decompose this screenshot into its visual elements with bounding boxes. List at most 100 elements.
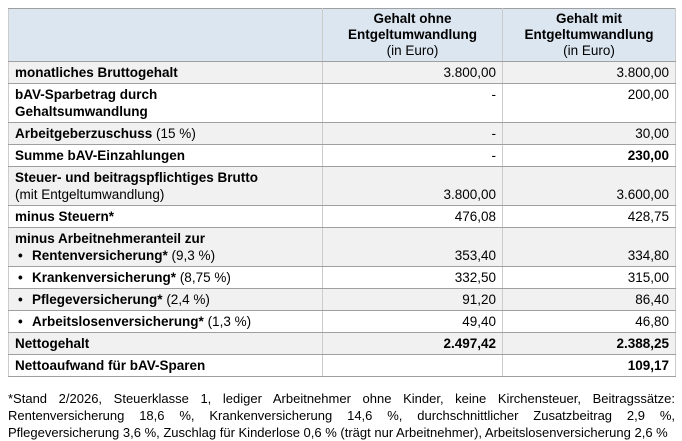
value-cell-with: 3.800,00 (502, 61, 676, 84)
label-bold-text: Arbeitgeberzuschuss (15, 126, 153, 141)
label-regular-text: (mit Entgeltumwandlung) (15, 187, 165, 202)
header-corner-cell (8, 8, 323, 62)
bullet-icon: • (18, 292, 23, 307)
label-regular-text: (2,4 %) (162, 292, 210, 307)
value-cell-without: - (322, 144, 503, 167)
label-line: monatliches Bruttogehalt (15, 64, 316, 81)
header-without-line2: Entgeltumwandlung (348, 27, 477, 42)
row-label-cell: • Arbeitslosenversicherung* (1,3 %) (8, 310, 323, 333)
table-row: Nettogehalt 2.497,42 2.388,25 (8, 332, 676, 355)
value-cell-with: 200,00 (502, 83, 676, 123)
table-row: monatliches Bruttogehalt 3.800,00 3.800,00 (8, 61, 676, 84)
value-cell-with: 315,00 (502, 266, 676, 289)
label-line: Steuer- und beitragspflichtiges Brutto (15, 169, 316, 186)
value-cell-with: 428,75 (502, 205, 676, 228)
label-regular-text: (15 %) (152, 126, 196, 141)
label-line: • Krankenversicherung* (8,75 %) (15, 269, 316, 286)
bullet-icon: • (18, 248, 23, 263)
header-col-with: Gehalt mit Entgeltumwandlung (in Euro) (502, 8, 676, 62)
header-without-line1: Gehalt ohne (373, 11, 452, 26)
label-bold-text: minus Steuern* (15, 209, 115, 224)
table-row: • Pflegeversicherung* (2,4 %) 91,20 86,40 (8, 288, 676, 311)
row-label-cell: Nettoaufwand für bAV-Sparen (8, 354, 323, 377)
label-bold-text: monatliches Bruttogehalt (15, 65, 178, 80)
label-line: minus Steuern* (15, 208, 316, 225)
label-line: • Rentenversicherung* (9,3 %) (15, 247, 316, 264)
label-bold-text: Steuer- und beitragspflichtiges Brutto (15, 170, 259, 185)
table-row: minus Arbeitnehmeranteil zur • Rentenversi… (8, 227, 676, 267)
label-bold-text: bAV-Sparbetrag durch (15, 87, 158, 102)
bullet-icon: • (18, 314, 23, 329)
header-row: Gehalt ohne Entgeltumwandlung (in Euro) … (8, 8, 676, 62)
table-body: monatliches Bruttogehalt 3.800,00 3.800,00… (8, 61, 676, 377)
table-row: bAV-Sparbetrag durch Gehaltsumwandlung -20… (8, 83, 676, 123)
table-header: Gehalt ohne Entgeltumwandlung (in Euro) … (8, 8, 676, 62)
footnote: *Stand 2/2026, Steuerklasse 1, lediger A… (8, 391, 675, 440)
label-line: bAV-Sparbetrag durch (15, 86, 316, 103)
value-cell-with: 2.388,25 (502, 332, 676, 355)
header-with-line2: Entgeltumwandlung (524, 27, 654, 42)
row-label-cell: • Krankenversicherung* (8,75 %) (8, 266, 323, 289)
label-bold-text: Summe bAV-Einzahlungen (15, 148, 186, 163)
label-line: Arbeitgeberzuschuss (15 %) (15, 125, 316, 142)
label-bold-text: Nettogehalt (15, 336, 90, 351)
value-cell-with: 46,80 (502, 310, 676, 333)
value-cell-without: 332,50 (322, 266, 503, 289)
label-bold-text: Rentenversicherung* (32, 248, 168, 263)
value-cell-without (322, 354, 503, 377)
table-row: Summe bAV-Einzahlungen -230,00 (8, 144, 676, 167)
value-cell-with: 3.600,00 (502, 166, 676, 206)
value-cell-without: 2.497,42 (322, 332, 503, 355)
salary-comparison-table: Gehalt ohne Entgeltumwandlung (in Euro) … (8, 8, 676, 377)
label-bold-text: Arbeitslosenversicherung* (32, 314, 204, 329)
label-bold-text: Krankenversicherung* (32, 270, 177, 285)
label-regular-text: (8,75 %) (176, 270, 231, 285)
table-row: • Arbeitslosenversicherung* (1,3 %) 49,40 4… (8, 310, 676, 333)
row-label-cell: minus Steuern* (8, 205, 323, 228)
label-line: Nettogehalt (15, 335, 316, 352)
header-with-line1: Gehalt mit (555, 11, 622, 26)
value-cell-without: 3.800,00 (322, 166, 503, 206)
label-bold-text: Nettoaufwand für bAV-Sparen (15, 358, 206, 373)
label-line: • Arbeitslosenversicherung* (1,3 %) (15, 313, 316, 330)
bullet-icon: • (18, 270, 23, 285)
label-bold-text: Gehaltsumwandlung (15, 104, 148, 119)
row-label-cell: minus Arbeitnehmeranteil zur • Rentenversi… (8, 227, 323, 267)
value-cell-without: - (322, 122, 503, 145)
label-regular-text: (1,3 %) (203, 314, 252, 329)
label-line: (mit Entgeltumwandlung) (15, 186, 316, 203)
row-label-cell: Nettogehalt (8, 332, 323, 355)
label-line: Nettoaufwand für bAV-Sparen (15, 357, 316, 374)
label-line: Summe bAV-Einzahlungen (15, 147, 316, 164)
value-cell-with: 86,40 (502, 288, 676, 311)
value-cell-without: 476,08 (322, 205, 503, 228)
label-bold-text: minus Arbeitnehmeranteil zur (15, 231, 206, 246)
row-label-cell: • Pflegeversicherung* (2,4 %) (8, 288, 323, 311)
value-cell-without: 353,40 (322, 227, 503, 267)
header-col-without: Gehalt ohne Entgeltumwandlung (in Euro) (322, 8, 503, 62)
label-regular-text: (9,3 %) (167, 248, 216, 263)
label-line: Gehaltsumwandlung (15, 103, 316, 120)
table-row: minus Steuern* 476,08 428,75 (8, 205, 676, 228)
table-row: Nettoaufwand für bAV-Sparen 109,17 (8, 354, 676, 377)
table-row: Steuer- und beitragspflichtiges Brutto (m… (8, 166, 676, 206)
value-cell-without: 91,20 (322, 288, 503, 311)
label-line: • Pflegeversicherung* (2,4 %) (15, 291, 316, 308)
value-cell-with: 109,17 (502, 354, 676, 377)
value-cell-with: 334,80 (502, 227, 676, 267)
table-row: Arbeitgeberzuschuss (15 %) -30,00 (8, 122, 676, 145)
header-without-unit: (in Euro) (386, 43, 439, 58)
row-label-cell: Steuer- und beitragspflichtiges Brutto (m… (8, 166, 323, 206)
row-label-cell: Summe bAV-Einzahlungen (8, 144, 323, 167)
value-cell-without: 49,40 (322, 310, 503, 333)
label-bold-text: Pflegeversicherung* (32, 292, 163, 307)
row-label-cell: monatliches Bruttogehalt (8, 61, 323, 84)
value-cell-without: - (322, 83, 503, 123)
label-line: minus Arbeitnehmeranteil zur (15, 230, 316, 247)
value-cell-with: 30,00 (502, 122, 676, 145)
row-label-cell: Arbeitgeberzuschuss (15 %) (8, 122, 323, 145)
table-row: • Krankenversicherung* (8,75 %) 332,50 315,… (8, 266, 676, 289)
header-with-unit: (in Euro) (563, 43, 615, 58)
value-cell-without: 3.800,00 (322, 61, 503, 84)
